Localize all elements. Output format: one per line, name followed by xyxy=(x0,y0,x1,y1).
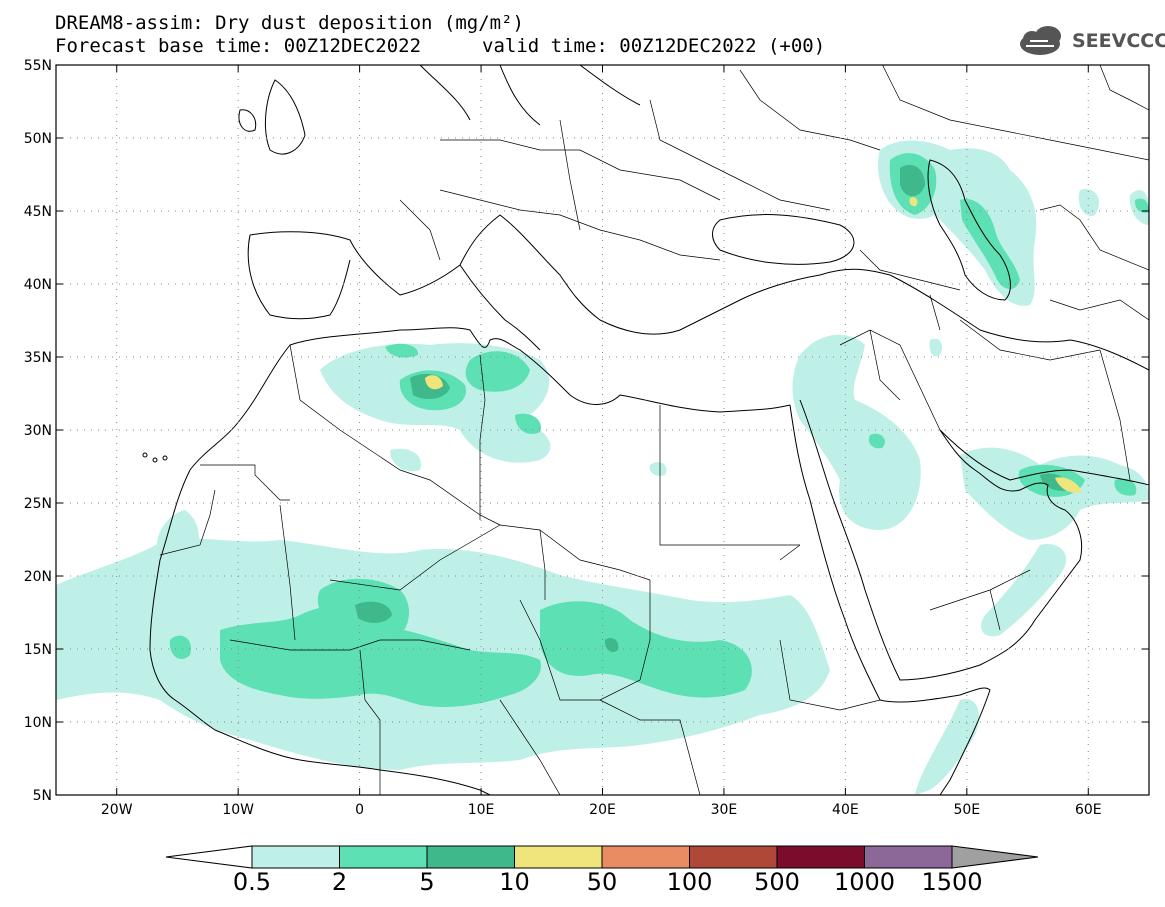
map-title: DREAM8-assim: Dry dust deposition (mg/m²… xyxy=(55,12,524,34)
lon-tick-label: 40E xyxy=(832,802,859,818)
gridlines xyxy=(56,65,1149,795)
lat-tick-label: 10N xyxy=(24,715,52,731)
deposition-contours xyxy=(56,140,1149,795)
lon-tick-label: 20E xyxy=(589,802,616,818)
lat-tick-label: 45N xyxy=(24,204,52,220)
colorbar-over-arrow xyxy=(951,845,1039,869)
colorbar-box xyxy=(426,845,515,869)
valid-time: valid time: 00Z12DEC2022 (+00) xyxy=(482,35,826,57)
lat-tick-label: 30N xyxy=(24,423,52,439)
colorbar-level-label: 1000 xyxy=(834,868,895,896)
lat-tick-label: 25N xyxy=(24,496,52,512)
longitude-labels: 20W 10W 0 10E 20E 30E 40E 50E 60E xyxy=(101,802,1102,818)
colorbar-box xyxy=(776,845,865,869)
lat-tick-label: 55N xyxy=(24,58,52,74)
forecast-base-time: Forecast base time: 00Z12DEC2022 xyxy=(55,35,422,57)
lat-tick-label: 40N xyxy=(24,277,52,293)
colorbar-box xyxy=(864,845,953,869)
colorbar-level-label: 5 xyxy=(419,868,434,896)
lon-tick-label: 20W xyxy=(101,802,133,818)
colorbar-box xyxy=(689,845,778,869)
lon-tick-label: 60E xyxy=(1075,802,1102,818)
lon-tick-label: 50E xyxy=(953,802,980,818)
colorbar-box xyxy=(251,845,340,869)
colorbar-level-label: 2 xyxy=(332,868,347,896)
cloud-logo-icon xyxy=(1020,26,1061,55)
coastlines xyxy=(142,65,1149,795)
colorbar-level-label: 100 xyxy=(667,868,713,896)
latitude-labels: 55N 50N 45N 40N 35N 30N 25N 20N 15N 10N 5N xyxy=(24,58,52,804)
axis-ticks xyxy=(56,64,1149,796)
borders xyxy=(159,65,1149,795)
lat-tick-label: 35N xyxy=(24,350,52,366)
lon-tick-label: 10W xyxy=(222,802,254,818)
colorbar-level-label: 0.5 xyxy=(233,868,271,896)
colorbar-level-label: 10 xyxy=(499,868,530,896)
colorbar-under-arrow xyxy=(165,845,253,869)
lat-tick-label: 5N xyxy=(33,788,52,804)
lat-tick-label: 20N xyxy=(24,569,52,585)
lon-tick-label: 30E xyxy=(711,802,738,818)
colorbar-box xyxy=(339,845,428,869)
colorbar-level-label: 50 xyxy=(587,868,618,896)
colorbar xyxy=(165,845,1039,869)
lon-tick-label: 10E xyxy=(468,802,495,818)
colorbar-labels: 0.5 2 5 10 50 100 500 1000 1500 xyxy=(233,868,983,896)
colorbar-level-label: 500 xyxy=(754,868,800,896)
lat-tick-label: 15N xyxy=(24,642,52,658)
logo-text: SEEVCCC xyxy=(1072,30,1165,52)
lon-tick-label: 0 xyxy=(355,802,364,818)
colorbar-box xyxy=(514,845,603,869)
colorbar-box xyxy=(601,845,690,869)
lat-tick-label: 50N xyxy=(24,131,52,147)
colorbar-level-label: 1500 xyxy=(921,868,982,896)
